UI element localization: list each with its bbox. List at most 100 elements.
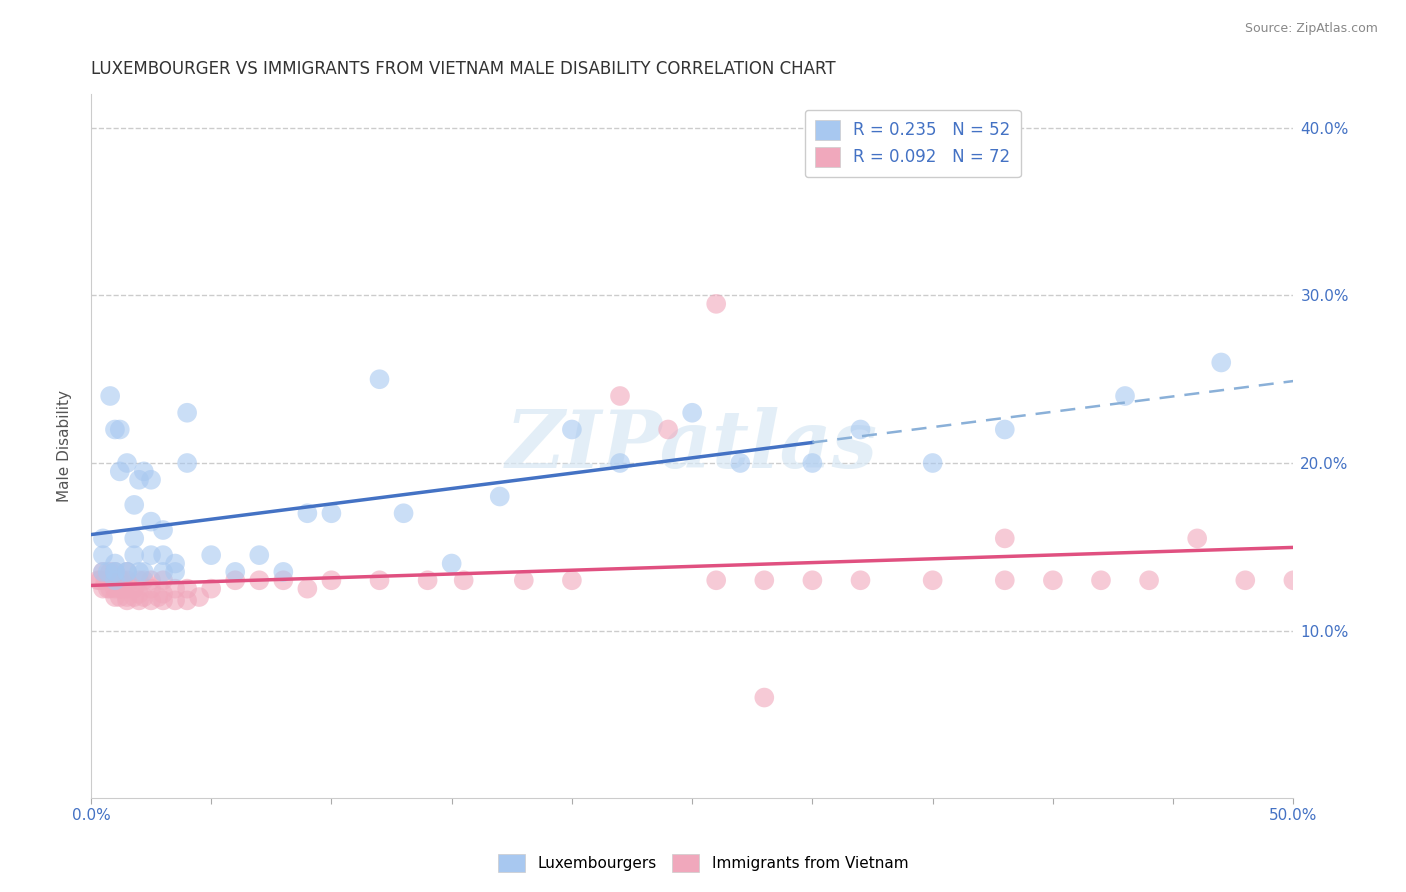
Point [273, 574, 295, 588]
Point [108, 582, 131, 596]
Point [98, 574, 121, 588]
Point [115, 574, 138, 588]
Point [108, 574, 131, 588]
Point [97, 565, 120, 579]
Point [148, 590, 170, 604]
Point [1234, 574, 1257, 588]
Point [122, 532, 145, 546]
Point [139, 473, 162, 487]
Point [115, 456, 138, 470]
Point [128, 587, 150, 601]
Y-axis label: Male Disability: Male Disability [58, 390, 72, 502]
Point [921, 574, 943, 588]
Point [122, 548, 145, 562]
Legend: Luxembourgers, Immigrants from Vietnam: Luxembourgers, Immigrants from Vietnam [491, 846, 915, 880]
Point [321, 574, 343, 588]
Point [139, 515, 162, 529]
Point [128, 574, 150, 588]
Point [97, 582, 120, 596]
Point [115, 565, 138, 579]
Point [94, 574, 117, 588]
Point [921, 456, 943, 470]
Point [247, 574, 270, 588]
Point [104, 582, 127, 596]
Point [188, 590, 211, 604]
Point [165, 557, 187, 571]
Point [165, 593, 187, 607]
Point [108, 590, 131, 604]
Point [994, 422, 1017, 436]
Point [609, 389, 631, 403]
Point [368, 372, 391, 386]
Text: LUXEMBOURGER VS IMMIGRANTS FROM VIETNAM MALE DISABILITY CORRELATION CHART: LUXEMBOURGER VS IMMIGRANTS FROM VIETNAM … [91, 60, 835, 78]
Point [115, 565, 138, 579]
Point [152, 523, 174, 537]
Point [104, 590, 127, 604]
Point [200, 582, 222, 596]
Point [297, 582, 319, 596]
Point [98, 582, 121, 596]
Point [152, 593, 174, 607]
Point [128, 473, 150, 487]
Legend: R = 0.235   N = 52, R = 0.092   N = 72: R = 0.235 N = 52, R = 0.092 N = 72 [804, 110, 1021, 178]
Point [104, 557, 127, 571]
Point [176, 456, 198, 470]
Point [132, 574, 155, 588]
Point [104, 422, 127, 436]
Point [98, 565, 121, 579]
Point [139, 548, 162, 562]
Point [152, 548, 174, 562]
Point [139, 574, 162, 588]
Point [1042, 574, 1064, 588]
Point [108, 422, 131, 436]
Point [111, 574, 134, 588]
Point [609, 456, 631, 470]
Point [108, 464, 131, 478]
Point [104, 574, 127, 588]
Point [681, 406, 703, 420]
Point [224, 565, 246, 579]
Point [1114, 389, 1136, 403]
Point [754, 574, 776, 588]
Point [849, 574, 872, 588]
Point [416, 574, 439, 588]
Point [176, 582, 198, 596]
Point [152, 574, 174, 588]
Point [122, 590, 145, 604]
Point [754, 690, 776, 705]
Point [128, 565, 150, 579]
Point [101, 574, 124, 588]
Point [392, 506, 415, 520]
Point [111, 582, 134, 596]
Point [273, 565, 295, 579]
Point [728, 456, 751, 470]
Point [128, 593, 150, 607]
Point [165, 565, 187, 579]
Point [994, 574, 1017, 588]
Point [122, 582, 145, 596]
Point [801, 456, 824, 470]
Point [87, 574, 110, 588]
Point [1185, 532, 1208, 546]
Point [321, 506, 343, 520]
Point [132, 565, 155, 579]
Point [91, 565, 114, 579]
Point [368, 574, 391, 588]
Point [224, 574, 246, 588]
Point [513, 574, 536, 588]
Point [165, 582, 187, 596]
Point [1211, 355, 1233, 369]
Point [90, 574, 112, 588]
Point [91, 582, 114, 596]
Point [115, 593, 138, 607]
Point [704, 297, 727, 311]
Point [247, 548, 270, 562]
Point [132, 464, 155, 478]
Point [657, 422, 679, 436]
Point [152, 587, 174, 601]
Text: ZIPatlas: ZIPatlas [506, 408, 879, 485]
Point [849, 422, 872, 436]
Point [1090, 574, 1112, 588]
Point [104, 574, 127, 588]
Point [104, 565, 127, 579]
